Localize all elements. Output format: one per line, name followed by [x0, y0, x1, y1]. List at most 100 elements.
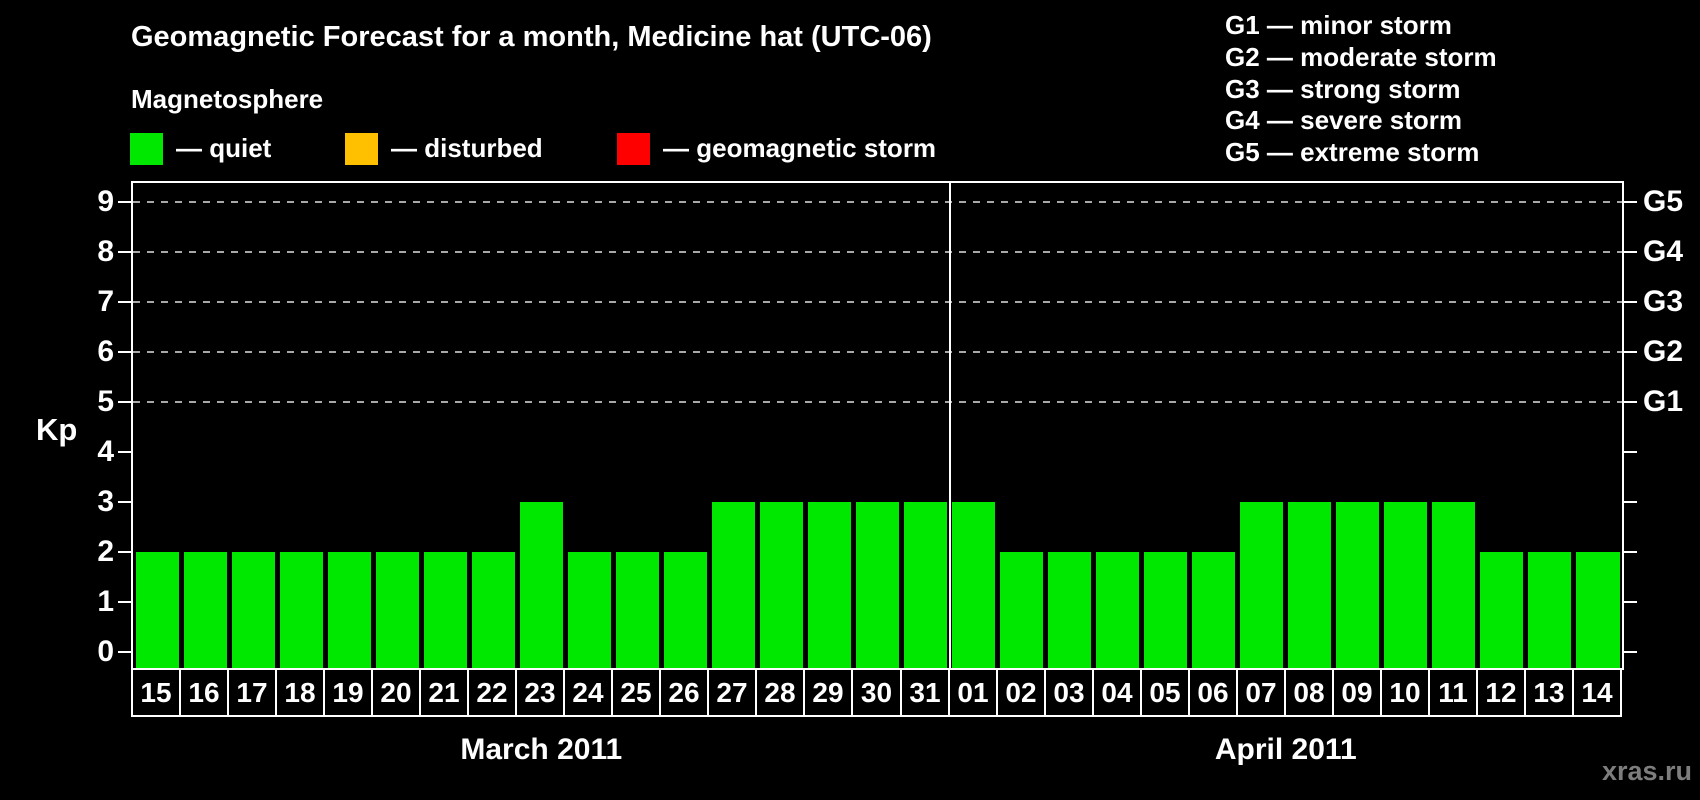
month-label: March 2011	[460, 733, 623, 766]
day-label-box-22: 22	[467, 668, 517, 717]
kp-bar-day-16	[184, 552, 227, 668]
right-tick-kp6	[1624, 351, 1637, 353]
day-label-box-07: 07	[1236, 668, 1286, 717]
right-axis-label-g2: G2	[1643, 335, 1684, 368]
left-tick-kp6	[118, 351, 131, 353]
left-tick-kp4	[118, 451, 131, 453]
day-label-box-02: 02	[996, 668, 1046, 717]
kp-bar-day-07	[1240, 502, 1283, 668]
month-separator-line	[949, 183, 951, 668]
left-tick-kp7	[118, 301, 131, 303]
gridline-kp6	[133, 351, 1622, 353]
legend-item-label: — geomagnetic storm	[663, 133, 937, 163]
gridline-kp5	[133, 401, 1622, 403]
legend-item-disturbed: — disturbed	[345, 132, 543, 165]
y-tick-label-8: 8	[97, 235, 114, 268]
kp-bar-day-31	[904, 502, 947, 668]
watermark: xras.ru	[1601, 756, 1692, 786]
kp-bar-day-15	[136, 552, 179, 668]
day-label-box-09: 09	[1332, 668, 1382, 717]
right-tick-kp5	[1624, 401, 1637, 403]
day-label-box-15: 15	[131, 668, 181, 717]
month-label: April 2011	[1214, 733, 1357, 766]
storm-scale-legend: G1 — minor storm G2 — moderate storm G3 …	[1225, 10, 1497, 169]
kp-bar-day-12	[1480, 552, 1523, 668]
kp-bar-day-30	[856, 502, 899, 668]
day-label-box-23: 23	[515, 668, 565, 717]
day-label-box-06: 06	[1188, 668, 1238, 717]
y-axis-label: Kp	[36, 412, 78, 447]
y-tick-label-1: 1	[97, 585, 114, 618]
y-tick-label-2: 2	[97, 535, 114, 568]
day-label-box-30: 30	[851, 668, 902, 717]
plot-area	[131, 181, 1624, 670]
disturbed-color-swatch	[345, 132, 378, 165]
y-tick-label-7: 7	[97, 285, 114, 318]
storm-scale-g2: G2 — moderate storm	[1225, 41, 1497, 72]
kp-bar-day-19	[328, 552, 371, 668]
page-title: Geomagnetic Forecast for a month, Medici…	[131, 21, 932, 53]
kp-bar-day-25	[616, 552, 659, 668]
left-tick-kp2	[118, 551, 131, 553]
day-label-box-17: 17	[227, 668, 277, 717]
day-label-box-18: 18	[275, 668, 325, 717]
storm-scale-g5: G5 — extreme storm	[1225, 137, 1480, 168]
day-label-box-19: 19	[323, 668, 373, 717]
storm-scale-g3: G3 — strong storm	[1225, 73, 1461, 104]
day-label-box-13: 13	[1524, 668, 1574, 717]
kp-bar-day-18	[280, 552, 323, 668]
magnetosphere-label: Magnetosphere	[131, 84, 324, 114]
day-label-box-03: 03	[1044, 668, 1094, 717]
kp-bar-day-26	[664, 552, 707, 668]
day-label-box-05: 05	[1140, 668, 1190, 717]
quiet-color-swatch	[130, 132, 163, 165]
day-label-box-08: 08	[1284, 668, 1334, 717]
left-tick-kp9	[118, 201, 131, 203]
left-tick-kp8	[118, 251, 131, 253]
right-tick-kp3	[1624, 501, 1637, 503]
day-label-box-12: 12	[1476, 668, 1526, 717]
y-tick-label-4: 4	[97, 435, 114, 468]
kp-bar-day-10	[1384, 502, 1427, 668]
day-label-box-16: 16	[179, 668, 229, 717]
kp-bar-day-24	[568, 552, 611, 668]
y-tick-label-9: 9	[97, 185, 114, 218]
left-tick-kp0	[118, 651, 131, 653]
legend-item-label: — disturbed	[391, 133, 543, 163]
kp-bar-day-29	[808, 502, 851, 668]
day-label-box-01: 01	[948, 668, 998, 717]
kp-bar-day-17	[232, 552, 275, 668]
right-axis-label-g3: G3	[1643, 285, 1684, 318]
day-label-box-21: 21	[419, 668, 469, 717]
day-label-box-14: 14	[1572, 668, 1622, 717]
kp-bar-day-23	[520, 502, 563, 668]
kp-bar-day-13	[1528, 552, 1571, 668]
left-tick-kp5	[118, 401, 131, 403]
kp-bar-day-06	[1192, 552, 1235, 668]
y-tick-label-6: 6	[97, 335, 114, 368]
storm-color-swatch	[617, 132, 650, 165]
day-label-box-25: 25	[611, 668, 661, 717]
kp-bar-day-22	[472, 552, 515, 668]
kp-bar-day-01	[952, 502, 995, 668]
right-axis-label-g1: G1	[1643, 385, 1684, 418]
right-tick-kp4	[1624, 451, 1637, 453]
kp-bar-day-05	[1144, 552, 1187, 668]
right-axis-label-g5: G5	[1643, 185, 1684, 218]
gridline-kp9	[133, 201, 1622, 203]
left-tick-kp3	[118, 501, 131, 503]
right-tick-kp1	[1624, 601, 1637, 603]
storm-scale-g4: G4 — severe storm	[1225, 105, 1463, 136]
kp-bar-day-14	[1576, 552, 1620, 668]
day-label-box-20: 20	[371, 668, 421, 717]
day-label-box-26: 26	[659, 668, 709, 717]
kp-bar-day-02	[1000, 552, 1043, 668]
day-label-box-24: 24	[563, 668, 613, 717]
legend-item-geomagnetic-storm: — geomagnetic storm	[617, 132, 936, 165]
y-tick-label-5: 5	[97, 385, 114, 418]
storm-scale-g1: G1 — minor storm	[1225, 10, 1452, 40]
kp-bar-day-03	[1048, 552, 1091, 668]
kp-bar-day-08	[1288, 502, 1331, 668]
y-tick-label-3: 3	[97, 485, 114, 518]
